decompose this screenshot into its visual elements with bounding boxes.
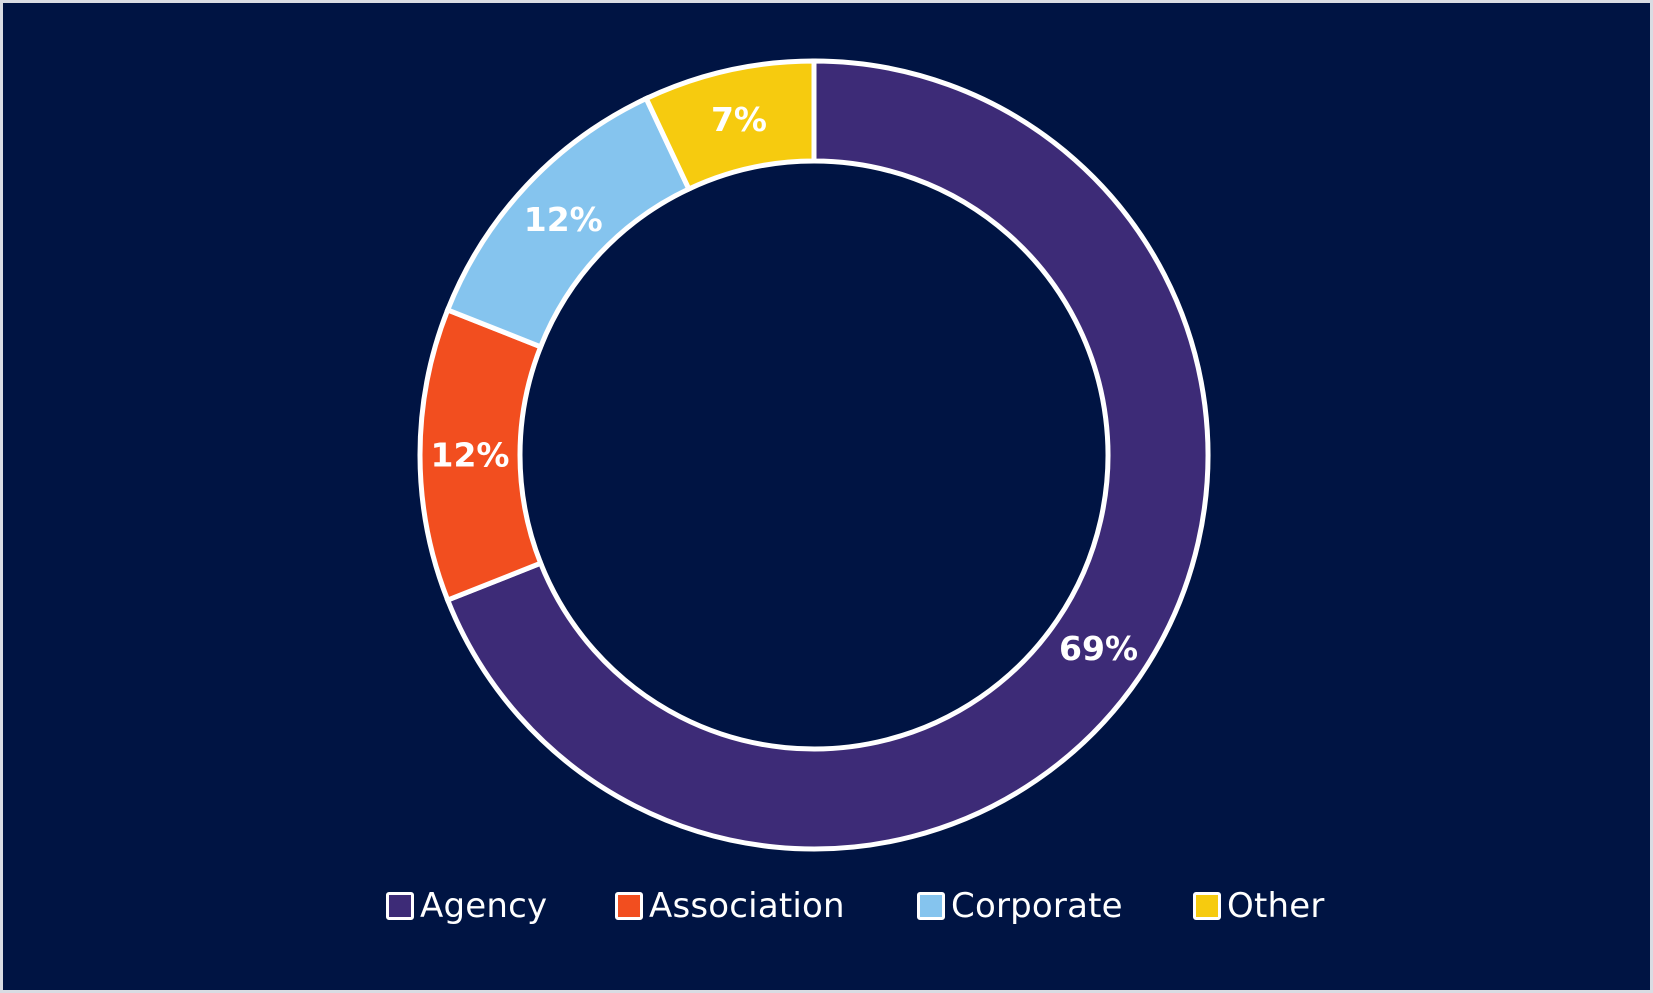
legend-label-corporate: Corporate (951, 886, 1123, 926)
legend-label-agency: Agency (420, 886, 548, 926)
chart-legend: Agency Association Corporate Other (3, 881, 1650, 931)
data-label-corporate: 12% (524, 200, 603, 239)
data-label-agency: 69% (1059, 629, 1138, 668)
legend-label-association: Association (649, 886, 845, 926)
legend-item-other[interactable]: Other (1193, 881, 1325, 931)
legend-label-other: Other (1227, 886, 1325, 926)
slice-other[interactable] (642, 58, 817, 193)
legend-swatch-corporate (917, 892, 945, 920)
data-label-other: 7% (711, 100, 767, 139)
legend-item-association[interactable]: Association (615, 881, 845, 931)
donut-value-labels: 69% 12% 12% 7% (431, 100, 1139, 668)
data-label-association: 12% (431, 436, 510, 475)
donut-chart: 69% 12% 12% 7% (417, 58, 1211, 852)
slice-agency[interactable] (444, 58, 1211, 852)
legend-item-agency[interactable]: Agency (386, 881, 547, 931)
donut-slices (417, 58, 1211, 852)
legend-item-corporate[interactable]: Corporate (917, 881, 1123, 931)
legend-swatch-association (615, 892, 643, 920)
legend-swatch-other (1193, 892, 1221, 920)
chart-area: 69% 12% 12% 7% Agency Association Corporate… (3, 3, 1650, 990)
legend-swatch-agency (386, 892, 414, 920)
